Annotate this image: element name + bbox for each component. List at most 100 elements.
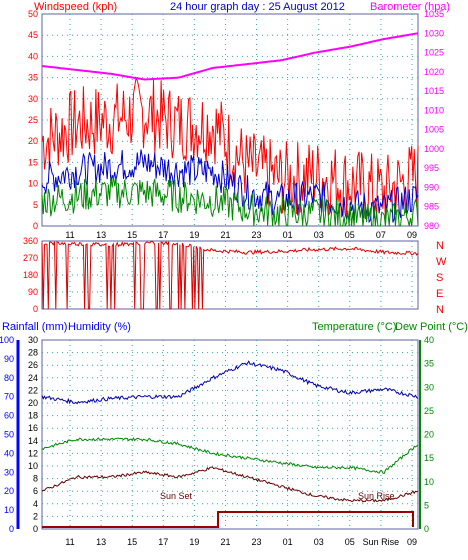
temperature-x-tick-label: 19 — [189, 537, 199, 547]
humidity-y-tick-label: 50 — [4, 430, 14, 440]
rainfall-y-tick-label: 30 — [28, 335, 38, 345]
wind-direction-line — [41, 240, 419, 310]
rainfall-y-tick-label: 18 — [28, 411, 38, 421]
rainfall-y-tick-label: 10 — [28, 461, 38, 471]
wind-x-tick-label: 03 — [314, 230, 324, 240]
rainfall-y-tick-label: 16 — [28, 423, 38, 433]
windspeed-axis-title: Windspeed (kph) — [34, 1, 117, 13]
wind-x-tick-label: 15 — [127, 230, 137, 240]
barometer-axis-title: Barometer (hpa) — [370, 1, 450, 13]
compass-label: N — [436, 304, 444, 316]
barometer-y-tick-label: 1005 — [424, 125, 444, 135]
temperature-y-tick-label: 5 — [424, 500, 429, 510]
compass-label: S — [436, 272, 443, 284]
direction-y-tick-label: 360 — [23, 236, 38, 246]
barometer-y-tick-label: 1025 — [424, 48, 444, 58]
rainfall-y-tick-label: 28 — [28, 348, 38, 358]
barometer-y-tick-label: 1000 — [424, 144, 444, 154]
temperature-line — [41, 436, 419, 474]
wind-x-tick-label: 09 — [407, 230, 417, 240]
temperature-panel-frame — [41, 339, 419, 530]
rainfall-y-tick-label: 6 — [33, 486, 38, 496]
rainfall-y-tick-label: 2 — [33, 511, 38, 521]
wind-y-tick-label: 0 — [33, 221, 38, 231]
humidity-y-tick-label: 40 — [4, 448, 14, 458]
wind-low-line — [41, 176, 419, 227]
temperature-y-tick-label: 10 — [424, 477, 434, 487]
barometer-y-tick-label: 1020 — [424, 67, 444, 77]
wind-y-tick-label: 15 — [28, 157, 38, 167]
barometer-y-tick-label: 980 — [424, 221, 439, 231]
wind-y-tick-label: 45 — [28, 30, 38, 40]
direction-series — [41, 240, 419, 310]
sunrise-annotation: Sun Rise — [358, 491, 395, 501]
barometer-y-tick-label: 1015 — [424, 86, 444, 96]
axis-labels: 0510152025303540455098098599099510001005… — [0, 9, 447, 547]
humidity-axis-title: Humidity (%) — [68, 321, 131, 333]
humidity-y-tick-label: 90 — [4, 354, 14, 364]
humidity-y-tick-label: 20 — [4, 486, 14, 496]
rainfall-y-tick-label: 22 — [28, 385, 38, 395]
temperature-x-tick-label: 13 — [96, 537, 106, 547]
humidity-y-tick-label: 0 — [9, 524, 14, 534]
compass-label: E — [436, 288, 443, 300]
temperature-y-tick-label: 15 — [424, 453, 434, 463]
rainfall-y-tick-label: 12 — [28, 448, 38, 458]
humidity-y-tick-label: 10 — [4, 505, 14, 515]
direction-y-tick-label: 0 — [33, 304, 38, 314]
wind-series — [41, 32, 419, 227]
direction-y-tick-label: 270 — [23, 253, 38, 263]
wind-y-tick-label: 10 — [28, 179, 38, 189]
temperature-x-tick-label: Sun Rise — [363, 537, 400, 547]
dewpoint-axis-title: Dew Point (°C) — [395, 321, 468, 333]
barometer-y-tick-label: 1035 — [424, 9, 444, 19]
wind-x-tick-label: 05 — [345, 230, 355, 240]
wind-y-tick-label: 50 — [28, 9, 38, 19]
humidity-y-tick-label: 80 — [4, 373, 14, 383]
rainfall-y-tick-label: 8 — [33, 474, 38, 484]
temperature-x-tick-label: 23 — [252, 537, 262, 547]
wind-x-tick-label: 21 — [220, 230, 230, 240]
wind-panel-frame — [41, 13, 419, 227]
temperature-x-tick-label: 03 — [314, 537, 324, 547]
humidity-y-tick-label: 60 — [4, 411, 14, 421]
temperature-x-tick-label: 01 — [283, 537, 293, 547]
wind-x-tick-label: 23 — [252, 230, 262, 240]
rainfall-y-tick-label: 26 — [28, 360, 38, 370]
wind-x-tick-label: 13 — [96, 230, 106, 240]
wind-x-tick-label: 07 — [376, 230, 386, 240]
temperature-axis-title: Temperature (°C) — [312, 321, 396, 333]
barometer-y-tick-label: 1030 — [424, 28, 444, 38]
temperature-y-tick-label: 0 — [424, 524, 429, 534]
wind-x-tick-label: 11 — [65, 230, 74, 240]
barometer-y-tick-label: 990 — [424, 182, 439, 192]
direction-panel-frame — [41, 240, 419, 310]
direction-y-tick-label: 180 — [23, 270, 38, 280]
rainfall-y-tick-label: 14 — [28, 436, 38, 446]
wind-y-tick-label: 30 — [28, 94, 38, 104]
rainfall-y-tick-label: 4 — [33, 499, 38, 509]
rainfall-y-tick-label: 24 — [28, 373, 38, 383]
sun-indicator-line — [42, 511, 414, 528]
temperature-x-tick-label: 21 — [220, 537, 230, 547]
barometer-y-tick-label: 985 — [424, 202, 439, 212]
humidity-y-tick-label: 70 — [4, 392, 14, 402]
temperature-y-tick-label: 20 — [424, 430, 434, 440]
humidity-line — [41, 360, 419, 405]
wind-y-tick-label: 40 — [28, 51, 38, 61]
compass-label: N — [436, 240, 444, 252]
direction-y-tick-label: 90 — [28, 287, 38, 297]
wind-y-tick-label: 35 — [28, 73, 38, 83]
sunset-annotation: Sun Set — [160, 491, 193, 501]
dewpoint-line — [41, 466, 419, 503]
temperature-series — [41, 360, 419, 528]
temperature-y-tick-label: 35 — [424, 359, 434, 369]
grid-lines — [42, 14, 418, 529]
temperature-x-tick-label: 09 — [407, 537, 417, 547]
humidity-y-tick-label: 100 — [0, 335, 14, 345]
rainfall-y-tick-label: 20 — [28, 398, 38, 408]
wind-x-tick-label: 17 — [158, 230, 168, 240]
temperature-x-tick-label: 11 — [65, 537, 74, 547]
